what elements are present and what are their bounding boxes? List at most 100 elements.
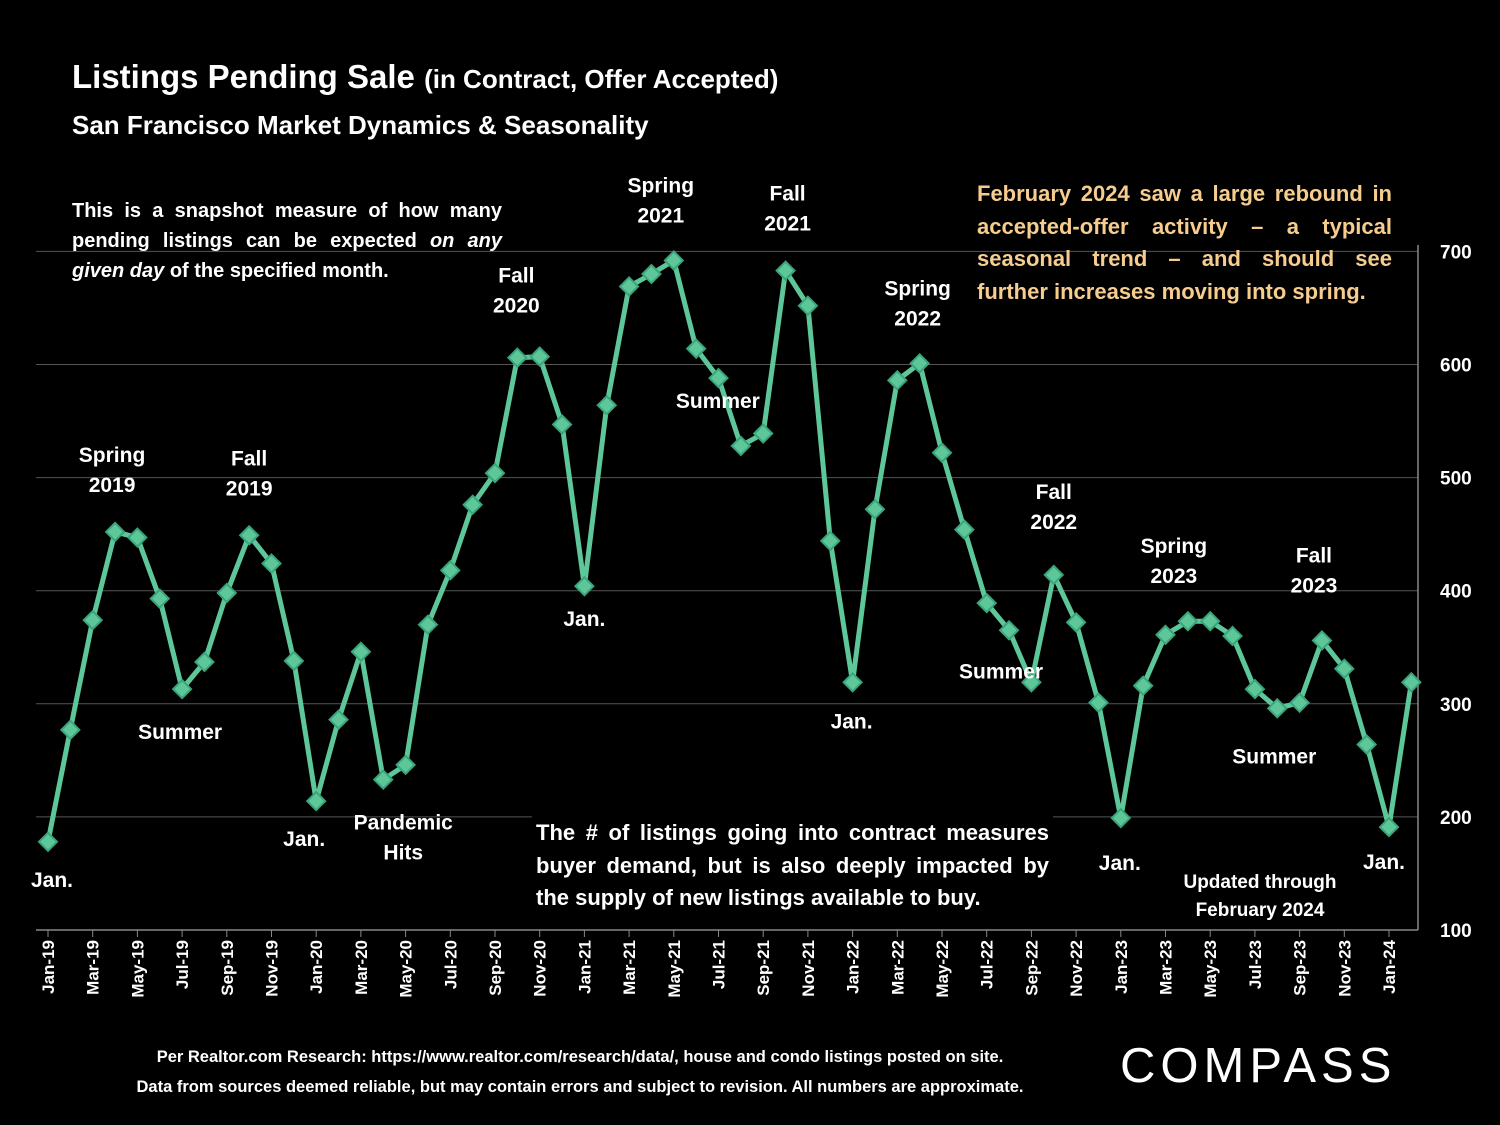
annotation-label: Summer bbox=[1232, 745, 1316, 768]
x-tick-label: May-21 bbox=[665, 940, 684, 998]
annotation-label: Fall bbox=[498, 265, 534, 288]
annotation-label: 2019 bbox=[226, 477, 273, 500]
data-point bbox=[819, 530, 841, 552]
annotation-label: 2020 bbox=[493, 295, 540, 318]
x-tick-label: Jul-22 bbox=[978, 940, 997, 989]
data-point bbox=[439, 559, 461, 581]
compass-logo: COMPASS bbox=[1120, 1039, 1396, 1093]
data-point bbox=[976, 592, 998, 614]
x-tick-label: Jan-23 bbox=[1112, 940, 1131, 994]
data-point bbox=[1199, 610, 1221, 632]
data-point bbox=[842, 671, 864, 693]
data-point bbox=[283, 650, 305, 672]
rebound-note-text-2: further increases moving into spring. bbox=[977, 278, 1366, 304]
data-point bbox=[1110, 807, 1132, 829]
annotation-label: Spring bbox=[79, 444, 146, 467]
x-tick-label: Nov-19 bbox=[263, 940, 282, 997]
rebound-note-text-1: February 2024 saw a large rebound in acc… bbox=[977, 181, 1392, 271]
data-point bbox=[1356, 734, 1378, 755]
annotation-label: Jan. bbox=[1099, 852, 1141, 875]
data-point bbox=[1177, 610, 1199, 632]
x-tick-label: May-20 bbox=[397, 940, 416, 998]
data-point bbox=[551, 414, 573, 435]
x-tick-label: Jul-21 bbox=[710, 940, 729, 989]
data-point bbox=[886, 369, 908, 391]
data-point bbox=[328, 709, 349, 731]
data-point bbox=[261, 553, 282, 574]
y-tick-label: 600 bbox=[1440, 356, 1472, 377]
annotation-label: Fall bbox=[769, 183, 805, 206]
data-point bbox=[730, 435, 752, 457]
data-point bbox=[1333, 658, 1355, 680]
y-tick-label: 500 bbox=[1440, 469, 1472, 490]
data-point bbox=[596, 394, 618, 416]
x-tick-label: Nov-21 bbox=[799, 940, 818, 997]
annotation-label: 2022 bbox=[894, 307, 941, 330]
data-point bbox=[82, 609, 104, 631]
data-point bbox=[1222, 625, 1243, 647]
data-point bbox=[149, 588, 171, 610]
y-tick-label: 300 bbox=[1440, 695, 1472, 716]
data-point bbox=[797, 295, 819, 317]
x-tick-label: Sep-21 bbox=[754, 940, 773, 996]
annotation-label: Hits bbox=[383, 842, 423, 865]
annotation-label: Spring bbox=[628, 174, 695, 197]
data-point bbox=[216, 582, 238, 604]
annotation-label: 2022 bbox=[1030, 511, 1077, 534]
data-point bbox=[171, 678, 193, 700]
updated-note-line-1: Updated through bbox=[1183, 872, 1337, 893]
data-point bbox=[953, 519, 975, 541]
compass-logo-text: COMPASS bbox=[1120, 1039, 1396, 1093]
data-point bbox=[484, 462, 506, 484]
x-tick-label: Mar-21 bbox=[620, 940, 639, 995]
data-point bbox=[372, 769, 394, 790]
data-point bbox=[506, 347, 528, 369]
chart-title: Listings Pending Sale (in Contract, Offe… bbox=[72, 58, 778, 96]
x-tick-label: Jan-21 bbox=[575, 940, 594, 994]
annotation-label: Jan. bbox=[283, 828, 325, 851]
x-tick-label: Mar-22 bbox=[888, 940, 907, 995]
annotation-label: Jan. bbox=[1363, 851, 1405, 874]
data-point bbox=[1266, 697, 1288, 719]
data-point bbox=[126, 527, 148, 548]
annotation-label: Fall bbox=[231, 447, 267, 470]
annotation-label: Spring bbox=[884, 277, 951, 300]
data-point bbox=[1132, 675, 1154, 697]
data-point bbox=[1289, 692, 1311, 714]
annotation-label: 2021 bbox=[637, 204, 684, 227]
data-point bbox=[864, 498, 886, 520]
data-point bbox=[194, 651, 215, 673]
source-footer: Per Realtor.com Research: https://www.re… bbox=[156, 1048, 1004, 1066]
annotation-label: Jan. bbox=[563, 608, 605, 631]
data-point bbox=[752, 423, 774, 444]
data-point bbox=[998, 619, 1020, 641]
x-tick-label: May-23 bbox=[1201, 940, 1220, 998]
x-tick-label: Jul-23 bbox=[1246, 940, 1265, 989]
x-tick-label: Nov-23 bbox=[1335, 940, 1354, 997]
data-point bbox=[462, 494, 484, 516]
x-tick-label: Mar-19 bbox=[84, 940, 103, 995]
data-point bbox=[1065, 611, 1087, 633]
annotation-label: Fall bbox=[1036, 481, 1072, 504]
data-point bbox=[1043, 564, 1065, 586]
annotation-label: Fall bbox=[1296, 544, 1332, 567]
x-tick-label: Jan-20 bbox=[307, 940, 326, 994]
chart-title-main: Listings Pending Sale bbox=[72, 58, 415, 95]
snapshot-note-text-1: This is a snapshot measure of how many p… bbox=[72, 200, 502, 252]
data-point bbox=[350, 641, 372, 663]
data-point bbox=[663, 250, 685, 271]
data-point bbox=[909, 352, 931, 374]
x-tick-label: May-19 bbox=[128, 940, 147, 998]
data-point bbox=[1400, 671, 1422, 693]
annotation-label: 2019 bbox=[89, 474, 136, 497]
chart-subtitle: San Francisco Market Dynamics & Seasonal… bbox=[72, 110, 649, 140]
x-tick-label: Jan-24 bbox=[1380, 939, 1399, 993]
snapshot-note: This is a snapshot measure of how many p… bbox=[72, 196, 502, 286]
data-point bbox=[1378, 816, 1400, 838]
data-point bbox=[1020, 671, 1042, 693]
disclaimer-footer: Data from sources deemed reliable, but m… bbox=[136, 1078, 1024, 1096]
x-tick-label: Jan-19 bbox=[39, 940, 58, 994]
data-point bbox=[641, 263, 662, 285]
data-point bbox=[931, 442, 953, 464]
